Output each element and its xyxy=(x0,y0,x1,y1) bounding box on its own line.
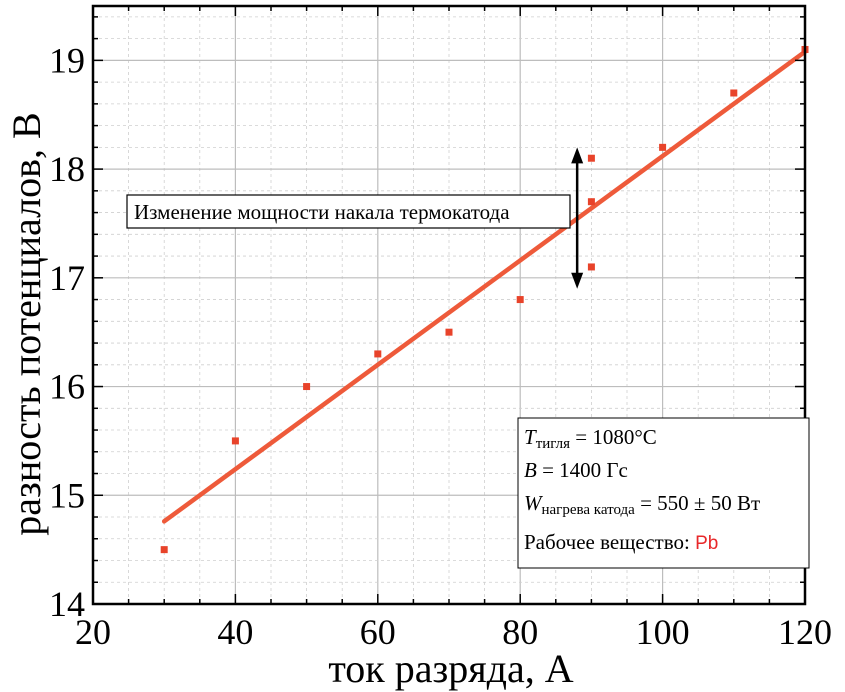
y-tick-label: 19 xyxy=(49,40,85,80)
annotation-arrow-head-down xyxy=(571,272,584,289)
y-tick-label: 14 xyxy=(49,584,85,624)
legend-var-b: B xyxy=(524,458,537,482)
legend-box: Tтигля = 1080°C B = 1400 Гс Wнагрева кат… xyxy=(517,417,810,569)
annotation-arrow xyxy=(571,147,584,289)
data-point xyxy=(730,89,738,97)
data-point xyxy=(231,437,239,445)
legend-substance-label: Рабочее вещество: xyxy=(524,530,695,554)
y-tick-label: 18 xyxy=(49,149,85,189)
legend-line-substance: Рабочее вещество: Pb xyxy=(524,530,718,554)
tick-labels: 20 40 60 80 100 120 14 15 16 17 18 19 xyxy=(49,40,832,652)
y-tick-label: 17 xyxy=(49,258,85,298)
data-point xyxy=(303,383,311,391)
data-point xyxy=(587,154,595,162)
data-point xyxy=(516,296,524,304)
legend-sub-w: нагрева катода xyxy=(542,502,636,518)
annotation-arrow-head-up xyxy=(571,147,584,164)
legend-line-temperature: Tтигля = 1080°C xyxy=(524,425,657,452)
data-point xyxy=(587,198,595,206)
x-tick-label: 20 xyxy=(75,612,111,652)
data-point xyxy=(445,328,453,336)
legend-line-field: B = 1400 Гс xyxy=(524,458,628,482)
data-point xyxy=(160,546,168,554)
legend-rest-b: = 1400 Гс xyxy=(537,458,628,482)
legend-var-t: T xyxy=(524,425,537,449)
data-point xyxy=(587,263,595,271)
x-tick-label: 100 xyxy=(636,612,690,652)
annotation-text: Изменение мощности накала термокатода xyxy=(134,200,510,224)
annotation: Изменение мощности накала термокатода xyxy=(126,147,584,289)
x-tick-label: 60 xyxy=(360,612,396,652)
legend-line-power: Wнагрева катода = 550 ± 50 Вт xyxy=(524,491,760,518)
x-tick-label: 120 xyxy=(778,612,832,652)
y-tick-label: 15 xyxy=(49,475,85,515)
x-axis-title: ток разряда, А xyxy=(328,646,573,691)
x-tick-label: 40 xyxy=(217,612,253,652)
x-tick-label: 80 xyxy=(502,612,538,652)
annotation-box xyxy=(126,194,571,229)
fit-line-group xyxy=(161,49,808,524)
legend-rest-t: = 1080°C xyxy=(570,425,657,449)
legend-rest-w: = 550 ± 50 Вт xyxy=(635,491,760,515)
legend-sub-t: тигля xyxy=(536,436,570,452)
y-axis-title: разность потенциалов, В xyxy=(4,112,49,535)
fit-line xyxy=(161,49,808,524)
data-point xyxy=(374,350,382,358)
data-point xyxy=(659,143,667,151)
legend-var-w: W xyxy=(524,491,544,515)
legend-substance-value: Pb xyxy=(695,533,718,554)
legend-box-frame xyxy=(517,417,810,569)
y-tick-label: 16 xyxy=(49,367,85,407)
